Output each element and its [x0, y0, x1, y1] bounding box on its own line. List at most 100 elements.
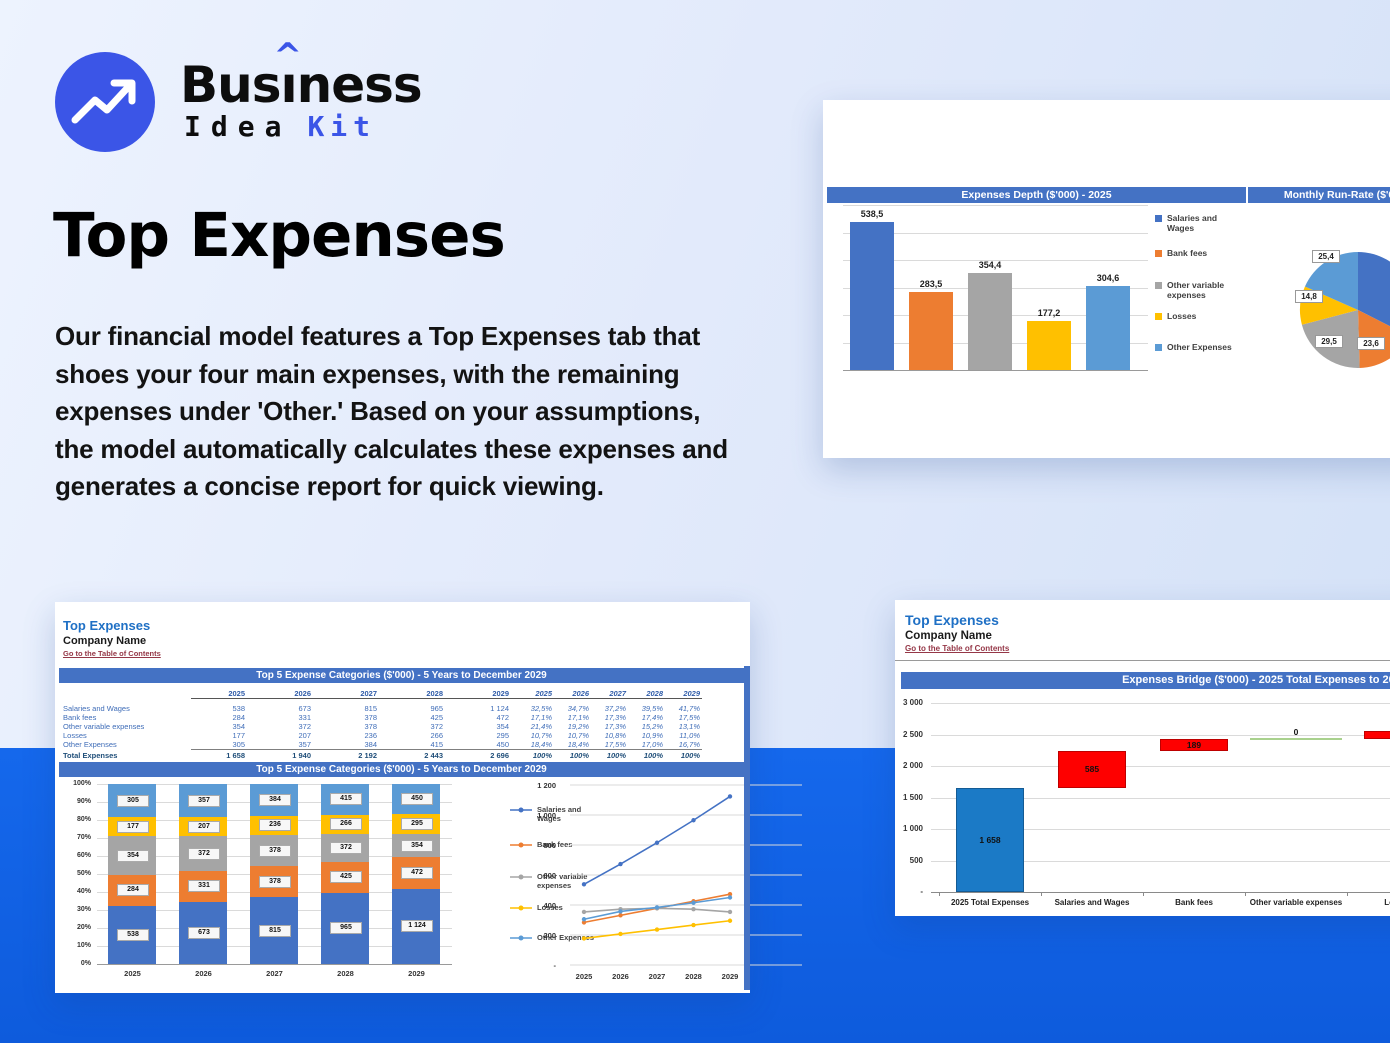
table-cell: 965 [430, 704, 443, 713]
y-tick-label: 20% [76, 924, 91, 931]
table-cell: 2025 [535, 689, 552, 698]
table-cell: 17,5% [604, 739, 626, 749]
table-cell: 372 [430, 722, 443, 731]
segment-label: 305 [117, 794, 149, 807]
y-tick-label: 2 500 [902, 729, 923, 739]
segment-label: 331 [188, 880, 220, 893]
bar-value-label: 538,5 [860, 208, 884, 219]
table-cell: 21,4% [530, 722, 552, 731]
legend-label: Losses [1167, 311, 1197, 321]
segment-label: 236 [259, 819, 291, 832]
y-tick-label: 90% [76, 798, 91, 805]
legend-label: Bank fees [537, 840, 573, 849]
table-cell: 372 [298, 722, 311, 731]
table-cell: 17,5% [678, 713, 700, 722]
table-cell: 177 [232, 731, 245, 740]
table-cell: 331 [298, 713, 311, 722]
table-cell: 1 658 [226, 750, 245, 760]
table-cell: 100% [569, 750, 589, 760]
x-tick-label: 2028 [685, 972, 702, 981]
bar-value-label: 118 [1378, 730, 1390, 740]
table-cell: 37,2% [604, 704, 626, 713]
x-tick-label: 2025 [124, 969, 141, 978]
table-cell: 19,2% [567, 722, 589, 731]
pie [1300, 252, 1390, 368]
brand-kit: Kit [307, 110, 377, 143]
y-tick-label: 500 [909, 855, 923, 865]
segment-label: 965 [330, 922, 362, 935]
y-tick-label: 70% [76, 834, 91, 841]
segment-label: 538 [117, 928, 149, 941]
gridline [931, 766, 1390, 767]
table-of-contents-link[interactable]: Go to the Table of Contents [905, 644, 1010, 653]
expense-percent-row: 10,7% 10,7% 10,8% 10,9% 11,0% [517, 731, 712, 740]
depth-bar-chart: 538,5 283,5 354,4 177,2 304,6 [823, 100, 1153, 458]
table-of-contents-link[interactable]: Go to the Table of Contents [63, 649, 161, 658]
series-line [583, 795, 731, 885]
y-tick-label: 1 500 [902, 792, 923, 802]
data-point [618, 913, 623, 918]
data-point [691, 922, 696, 928]
brand-caret: ^ [273, 36, 301, 76]
expense-percent-row: 17,1% 17,1% 17,3% 17,4% 17,5% [517, 713, 712, 722]
x-tick-label: Bank fees [1175, 898, 1213, 907]
legend-swatch [1155, 344, 1162, 351]
segment-label: 815 [259, 924, 291, 937]
bar-value-label: 0 [1293, 726, 1299, 737]
table-cell: 2028 [646, 689, 663, 698]
expense-row: Losses 177 207 236 266 295 [63, 731, 509, 740]
table-cell: 41,7% [678, 704, 700, 713]
legend-label: Salaries and Wages [537, 805, 582, 823]
axis-tick [1143, 892, 1144, 896]
bar [909, 292, 953, 370]
legend-swatch [1155, 250, 1162, 257]
row-label: Salaries and Wages [63, 704, 130, 713]
table-cell: 2026 [572, 689, 589, 698]
segment-label: 354 [401, 839, 433, 852]
data-point [581, 920, 587, 925]
x-tick-label: 2026 [195, 969, 212, 978]
line-plot-area [570, 784, 802, 966]
zero-connector [1250, 737, 1342, 740]
data-point [581, 917, 587, 922]
row-label: Other Expenses [63, 740, 117, 749]
total-row: Total Expenses 1 658 1 940 2 192 2 443 2 696 [63, 749, 509, 761]
gridline [931, 797, 1390, 799]
gridline [843, 260, 1148, 261]
table-cell: 2027 [609, 689, 626, 698]
y-tick-label: - [920, 887, 923, 896]
bridge-waterfall-chart: 3 000 2 500 2 000 1 500 1 000 500 - 1 658 2025 T… [895, 695, 1390, 916]
bar-value-label: 283,5 [919, 279, 943, 290]
segment-label: 378 [259, 875, 291, 888]
table-cell: 10,7% [567, 731, 589, 740]
gridline [931, 892, 1390, 893]
expense-values-table: 2025 2026 2027 2028 2029 Salaries and Wages 53… [63, 688, 521, 761]
segment-label: 415 [330, 793, 362, 806]
x-tick-label: 2025 Total Expenses [950, 898, 1030, 907]
gridline [931, 734, 1390, 736]
gridline [931, 703, 1390, 704]
table-cell: 354 [496, 722, 509, 731]
table-cell: 17,1% [567, 713, 589, 722]
table-cell: 815 [364, 704, 377, 713]
pie-data-label: 14,8 [1295, 290, 1323, 303]
row-label: Losses [63, 731, 87, 740]
top5-categories-card: Top Expenses Company Name Go to the Tabl… [55, 602, 802, 993]
data-point [618, 909, 623, 914]
depth-bar-legend: Salaries and Wages Bank fees Other variabl… [1155, 100, 1250, 458]
y-tick-label: 1 000 [537, 811, 556, 820]
data-point [581, 882, 587, 887]
y-tick-label: 800 [543, 841, 556, 850]
x-tick-label: 2029 [721, 972, 739, 981]
legend-swatch [1155, 313, 1162, 320]
expense-percent-row: 32,5% 34,7% 37,2% 39,5% 41,7% [517, 704, 712, 713]
brand-subtitle: Idea Kit [184, 110, 376, 143]
gridline [843, 232, 1148, 234]
bar [1058, 750, 1126, 788]
bar [1086, 286, 1130, 370]
segment-label: 378 [259, 844, 291, 857]
table-cell: 538 [232, 704, 245, 713]
logo-mark [55, 52, 155, 152]
legend-label: Losses [537, 903, 563, 912]
y-tick-label: 200 [543, 931, 556, 940]
